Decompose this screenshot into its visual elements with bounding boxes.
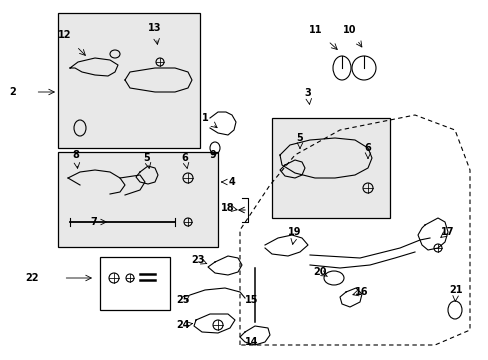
Text: 12: 12 — [58, 30, 72, 40]
Text: 9: 9 — [209, 150, 216, 160]
Text: 23: 23 — [191, 255, 204, 265]
Text: 14: 14 — [245, 337, 258, 347]
Text: 18: 18 — [221, 203, 234, 213]
Text: 17: 17 — [440, 227, 454, 237]
Text: 22: 22 — [25, 273, 39, 283]
Text: 24: 24 — [176, 320, 189, 330]
Bar — [271, 118, 389, 218]
Text: 16: 16 — [354, 287, 368, 297]
Bar — [58, 13, 200, 148]
Text: 8: 8 — [72, 150, 79, 160]
Text: 15: 15 — [245, 295, 258, 305]
Text: 10: 10 — [343, 25, 356, 35]
Text: 6: 6 — [181, 153, 188, 163]
Text: 13: 13 — [148, 23, 162, 33]
Text: 11: 11 — [308, 25, 322, 35]
Text: 4: 4 — [228, 177, 235, 187]
Text: 5: 5 — [296, 133, 303, 143]
Text: 19: 19 — [287, 227, 301, 237]
Text: 5: 5 — [143, 153, 150, 163]
Text: 20: 20 — [313, 267, 326, 277]
Text: 3: 3 — [304, 88, 311, 98]
Text: 7: 7 — [90, 217, 97, 227]
Text: 6: 6 — [364, 143, 370, 153]
Text: 2: 2 — [10, 87, 16, 97]
Text: 25: 25 — [176, 295, 189, 305]
Text: 21: 21 — [448, 285, 462, 295]
Bar — [100, 257, 170, 310]
Bar — [58, 152, 218, 247]
Text: 1: 1 — [201, 113, 208, 123]
